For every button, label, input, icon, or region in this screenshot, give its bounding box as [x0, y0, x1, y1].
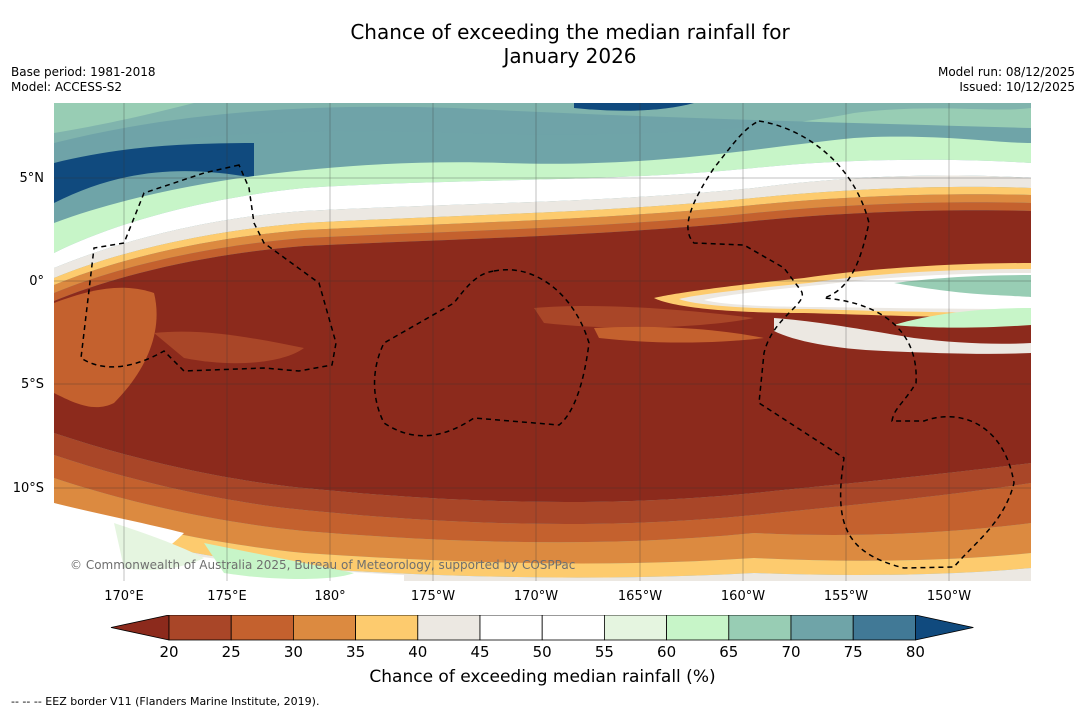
colorbar-segment-50-55 — [541, 615, 605, 641]
rainfall-map — [54, 103, 1031, 581]
eez-phoenix-islands — [373, 269, 590, 437]
base-period: Base period: 1981-2018 — [11, 65, 156, 79]
colorbar-segment-40-45 — [417, 615, 481, 641]
colorbar-tick-50: 50 — [532, 643, 552, 661]
region-35-40-south — [54, 503, 1031, 578]
region-55-60-south-west — [114, 523, 204, 570]
meta-left: Base period: 1981-2018 Model: ACCESS-S2 — [11, 65, 156, 94]
colorbar-arrow-high — [915, 615, 974, 641]
colorbar-tick-35: 35 — [346, 643, 366, 661]
lon-label-175w: 175°W — [410, 589, 456, 604]
title-line-2: January 2026 — [503, 44, 637, 68]
lon-label-165w: 165°W — [617, 589, 663, 604]
lon-label-175e: 175°E — [207, 589, 247, 604]
lon-label-150w: 150°W — [926, 589, 972, 604]
colorbar-tick-30: 30 — [283, 643, 303, 661]
region-30-35-north — [54, 194, 1031, 293]
region-25-30-west — [54, 287, 157, 408]
colorbar — [110, 615, 974, 641]
region-25-30-south — [54, 455, 1031, 543]
region-70-75-north — [54, 103, 1031, 163]
colorbar-tick-60: 60 — [657, 643, 677, 661]
lon-label-155w: 155°W — [823, 589, 869, 604]
region-80-north-center — [574, 103, 694, 111]
eez-borders — [80, 120, 1015, 569]
region-60-65-band — [54, 136, 1031, 253]
colorbar-tick-20: 20 — [159, 643, 179, 661]
region-30-35-south — [54, 478, 1031, 564]
region-25-west-patch — [154, 331, 304, 364]
colorbar-segment-55-60 — [603, 615, 667, 641]
colorbar-tick-70: 70 — [781, 643, 801, 661]
eez-line-islands — [687, 120, 1015, 569]
lat-label-10s: 10°S — [12, 481, 44, 496]
graticule — [54, 103, 1031, 581]
region-25-30-north — [54, 202, 1031, 301]
lon-label-160w: 160°W — [720, 589, 766, 604]
eez-footnote: -- -- -- EEZ border V11 (Flanders Marine… — [11, 695, 320, 708]
colorbar-segment-70-75 — [790, 615, 854, 641]
meta-right: Model run: 08/12/2025 Issued: 10/12/2025 — [938, 65, 1075, 94]
region-40-45-tongue-south — [774, 318, 1031, 354]
colorbar-segment-20-25 — [168, 615, 232, 641]
eez-gilbert-islands — [80, 164, 337, 372]
colorbar-segment-45-50 — [479, 615, 543, 641]
region-40-45-north — [54, 175, 1031, 278]
colorbar-tick-45: 45 — [470, 643, 490, 661]
colorbar-tick-55: 55 — [594, 643, 614, 661]
lat-label-0: 0° — [29, 274, 44, 289]
region-65-70-tongue — [894, 275, 1031, 297]
colorbar-segment-25-30 — [230, 615, 294, 641]
lon-label-180: 180° — [314, 589, 346, 604]
map-title: Chance of exceeding the median rainfall … — [0, 20, 1085, 68]
lat-label-5s: 5°S — [20, 377, 44, 392]
region-25-30-mid — [594, 326, 764, 343]
lat-label-5n: 5°N — [19, 171, 45, 186]
region-20-25-mid — [534, 306, 754, 328]
colorbar-tick-80: 80 — [905, 643, 925, 661]
colorbar-segment-30-35 — [292, 615, 356, 641]
region-45-55-north — [54, 159, 1031, 268]
colorbar-segment-35-40 — [355, 615, 419, 641]
lon-label-170w: 170°W — [513, 589, 559, 604]
region-60-65-tongue-south — [894, 308, 1031, 328]
lon-label-170e: 170°E — [104, 589, 144, 604]
colorbar-tick-75: 75 — [843, 643, 863, 661]
colorbar-segment-65-70 — [728, 615, 792, 641]
issued-date: Issued: 10/12/2025 — [959, 79, 1075, 94]
model-run: Model run: 08/12/2025 — [937, 65, 1075, 79]
region-80-north-west — [54, 143, 254, 203]
colorbar-tick-65: 65 — [719, 643, 739, 661]
colorbar-tick-40: 40 — [408, 643, 428, 661]
model-name: Model: ACCESS-S2 — [11, 79, 123, 94]
colorbar-arrow-low — [110, 615, 170, 641]
colorbar-title: Chance of exceeding median rainfall (%) — [369, 667, 716, 687]
region-60-65-south — [204, 543, 354, 579]
title-line-1: Chance of exceeding the median rainfall … — [350, 20, 790, 44]
colorbar-segment-75-80 — [852, 615, 916, 641]
region-20-25-south — [54, 433, 1031, 525]
copyright-notice: © Commonwealth of Australia 2025, Bureau… — [70, 558, 576, 572]
colorbar-segment-60-65 — [666, 615, 730, 641]
colorbar-tick-25: 25 — [221, 643, 241, 661]
